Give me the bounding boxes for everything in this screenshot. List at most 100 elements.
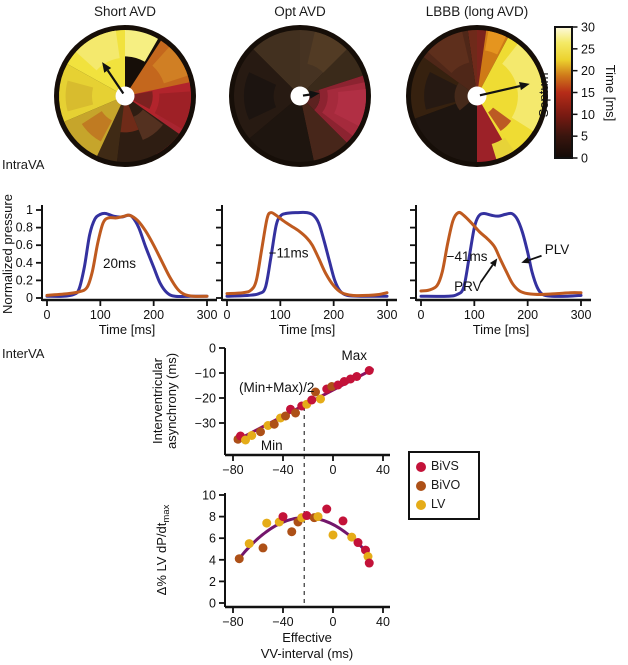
data-point-BiVS <box>322 504 332 514</box>
svg-text:0: 0 <box>224 308 231 322</box>
svg-text:Normalized pressure: Normalized pressure <box>0 194 15 314</box>
svg-text:8: 8 <box>209 510 216 524</box>
svg-text:−20: −20 <box>195 392 216 406</box>
pressure-panel-1: 0 0.2 0.4 0.6 0.8 1 0 100 200 300 Time [ms] Normali… <box>0 194 217 337</box>
svg-text:(Min+Max)/2: (Min+Max)/2 <box>239 380 314 395</box>
svg-text:200: 200 <box>517 308 538 322</box>
svg-text:6: 6 <box>209 532 216 546</box>
svg-text:200: 200 <box>323 308 344 322</box>
pressure-panel-3: 0 100 200 300 Time [ms] −41ms PRV PLV <box>410 205 591 337</box>
data-point-LV <box>313 512 323 522</box>
svg-text:2: 2 <box>209 575 216 589</box>
svg-text:Interventricular: Interventricular <box>150 357 165 444</box>
svg-text:−10: −10 <box>195 367 216 381</box>
svg-text:0.4: 0.4 <box>16 256 33 270</box>
row-label-intrava: IntraVA <box>2 157 45 172</box>
svg-text:300: 300 <box>377 308 398 322</box>
data-point-BiVS <box>307 395 317 405</box>
svg-text:300: 300 <box>197 308 218 322</box>
data-point-BiVO <box>287 527 297 537</box>
bullseye-map-2 <box>229 25 371 167</box>
svg-text:4: 4 <box>209 553 216 567</box>
svg-text:0: 0 <box>330 463 337 477</box>
bullseye-title-opt-avd: Opt AVD <box>274 4 326 19</box>
data-point-LV <box>247 431 257 440</box>
data-point-BiVS <box>278 512 288 522</box>
svg-text:0: 0 <box>26 291 33 305</box>
legend-label-bivs: BiVS <box>431 459 459 474</box>
svg-text:PRV: PRV <box>454 279 482 294</box>
svg-text:5: 5 <box>581 130 588 144</box>
data-point-BiVO <box>291 408 300 418</box>
svg-text:100: 100 <box>90 308 111 322</box>
bullseye-title-short-avd: Short AVD <box>93 4 157 19</box>
row-label-interva: InterVA <box>2 346 45 361</box>
svg-text:PLV: PLV <box>545 242 570 257</box>
svg-text:300: 300 <box>571 308 592 322</box>
curve-PRV <box>225 211 389 298</box>
svg-text:−80: −80 <box>222 463 243 477</box>
svg-text:−11ms: −11ms <box>269 246 309 261</box>
svg-text:Δ% LV dP/dtmax: Δ% LV dP/dtmax <box>154 504 172 595</box>
legend-item-lv: LV <box>416 495 472 514</box>
svg-text:40: 40 <box>376 463 390 477</box>
data-point-LV <box>347 532 357 542</box>
svg-text:40: 40 <box>376 615 390 629</box>
svg-text:1: 1 <box>26 203 33 217</box>
data-point-BiVO <box>311 387 320 397</box>
svg-text:−41ms: −41ms <box>447 249 488 264</box>
svg-text:Time [ms]: Time [ms] <box>279 322 336 337</box>
data-point-BiVS <box>302 511 312 521</box>
svg-text:VV-interval (ms): VV-interval (ms) <box>261 646 353 661</box>
data-point-LV <box>328 530 338 540</box>
svg-text:0: 0 <box>209 342 216 356</box>
data-point-BiVO <box>258 543 268 553</box>
pressure-plots-canvas: 0 0.2 0.4 0.6 0.8 1 0 100 200 300 Time [ms] Normali… <box>0 194 591 337</box>
bullseye-map-1 <box>54 25 196 167</box>
data-point-BiVS <box>364 366 374 375</box>
pressure-panel-2: 0 100 200 300 Time [ms] −11ms <box>216 205 397 337</box>
svg-text:25: 25 <box>581 42 595 56</box>
svg-text:0: 0 <box>418 308 425 322</box>
svg-text:−40: −40 <box>272 615 293 629</box>
svg-text:20: 20 <box>581 64 595 78</box>
svg-text:0: 0 <box>330 615 337 629</box>
svg-text:20ms: 20ms <box>103 256 136 271</box>
curve-PRV <box>45 213 209 298</box>
data-point-LV <box>262 518 272 528</box>
svg-text:30: 30 <box>581 21 595 35</box>
legend-label-bivo: BiVO <box>431 478 461 493</box>
data-point-BiVS <box>338 516 348 526</box>
svg-text:200: 200 <box>143 308 164 322</box>
svg-text:10: 10 <box>581 108 595 122</box>
curve-PLV <box>45 211 209 298</box>
svg-text:0.6: 0.6 <box>16 238 33 252</box>
svg-text:0.2: 0.2 <box>16 273 33 287</box>
svg-text:Min: Min <box>261 438 283 453</box>
data-point-BiVS <box>353 538 363 548</box>
data-point-BiVO <box>269 419 279 429</box>
legend-dot-bivo <box>416 480 426 491</box>
data-point-BiVS <box>364 558 374 568</box>
dpdt-scatter-plot: 0 2 4 6 8 10 −80 −40 0 40 Δ% LV dP/dtmax EffectiveV… <box>154 489 390 661</box>
svg-text:0: 0 <box>209 597 216 611</box>
svg-text:asynchrony (ms): asynchrony (ms) <box>164 353 179 449</box>
legend-label-lv: LV <box>431 497 446 512</box>
svg-text:−40: −40 <box>272 463 293 477</box>
svg-text:Time [ms]: Time [ms] <box>603 65 618 122</box>
data-point-BiVO <box>234 554 244 564</box>
curve-PRV <box>419 210 583 296</box>
svg-text:Time [ms]: Time [ms] <box>99 322 156 337</box>
svg-text:0: 0 <box>581 152 588 166</box>
legend-item-bivs: BiVS <box>416 457 472 476</box>
legend-dot-lv <box>416 499 426 510</box>
svg-text:Max: Max <box>341 348 367 363</box>
svg-text:100: 100 <box>464 308 485 322</box>
svg-text:Effective: Effective <box>282 630 332 645</box>
bullseye-title-lbbb: LBBB (long AVD) <box>425 4 529 19</box>
svg-text:Time [ms]: Time [ms] <box>473 322 530 337</box>
legend-item-bivo: BiVO <box>416 476 472 495</box>
legend-dot-bivs <box>416 461 426 472</box>
data-point-LV <box>244 539 254 549</box>
